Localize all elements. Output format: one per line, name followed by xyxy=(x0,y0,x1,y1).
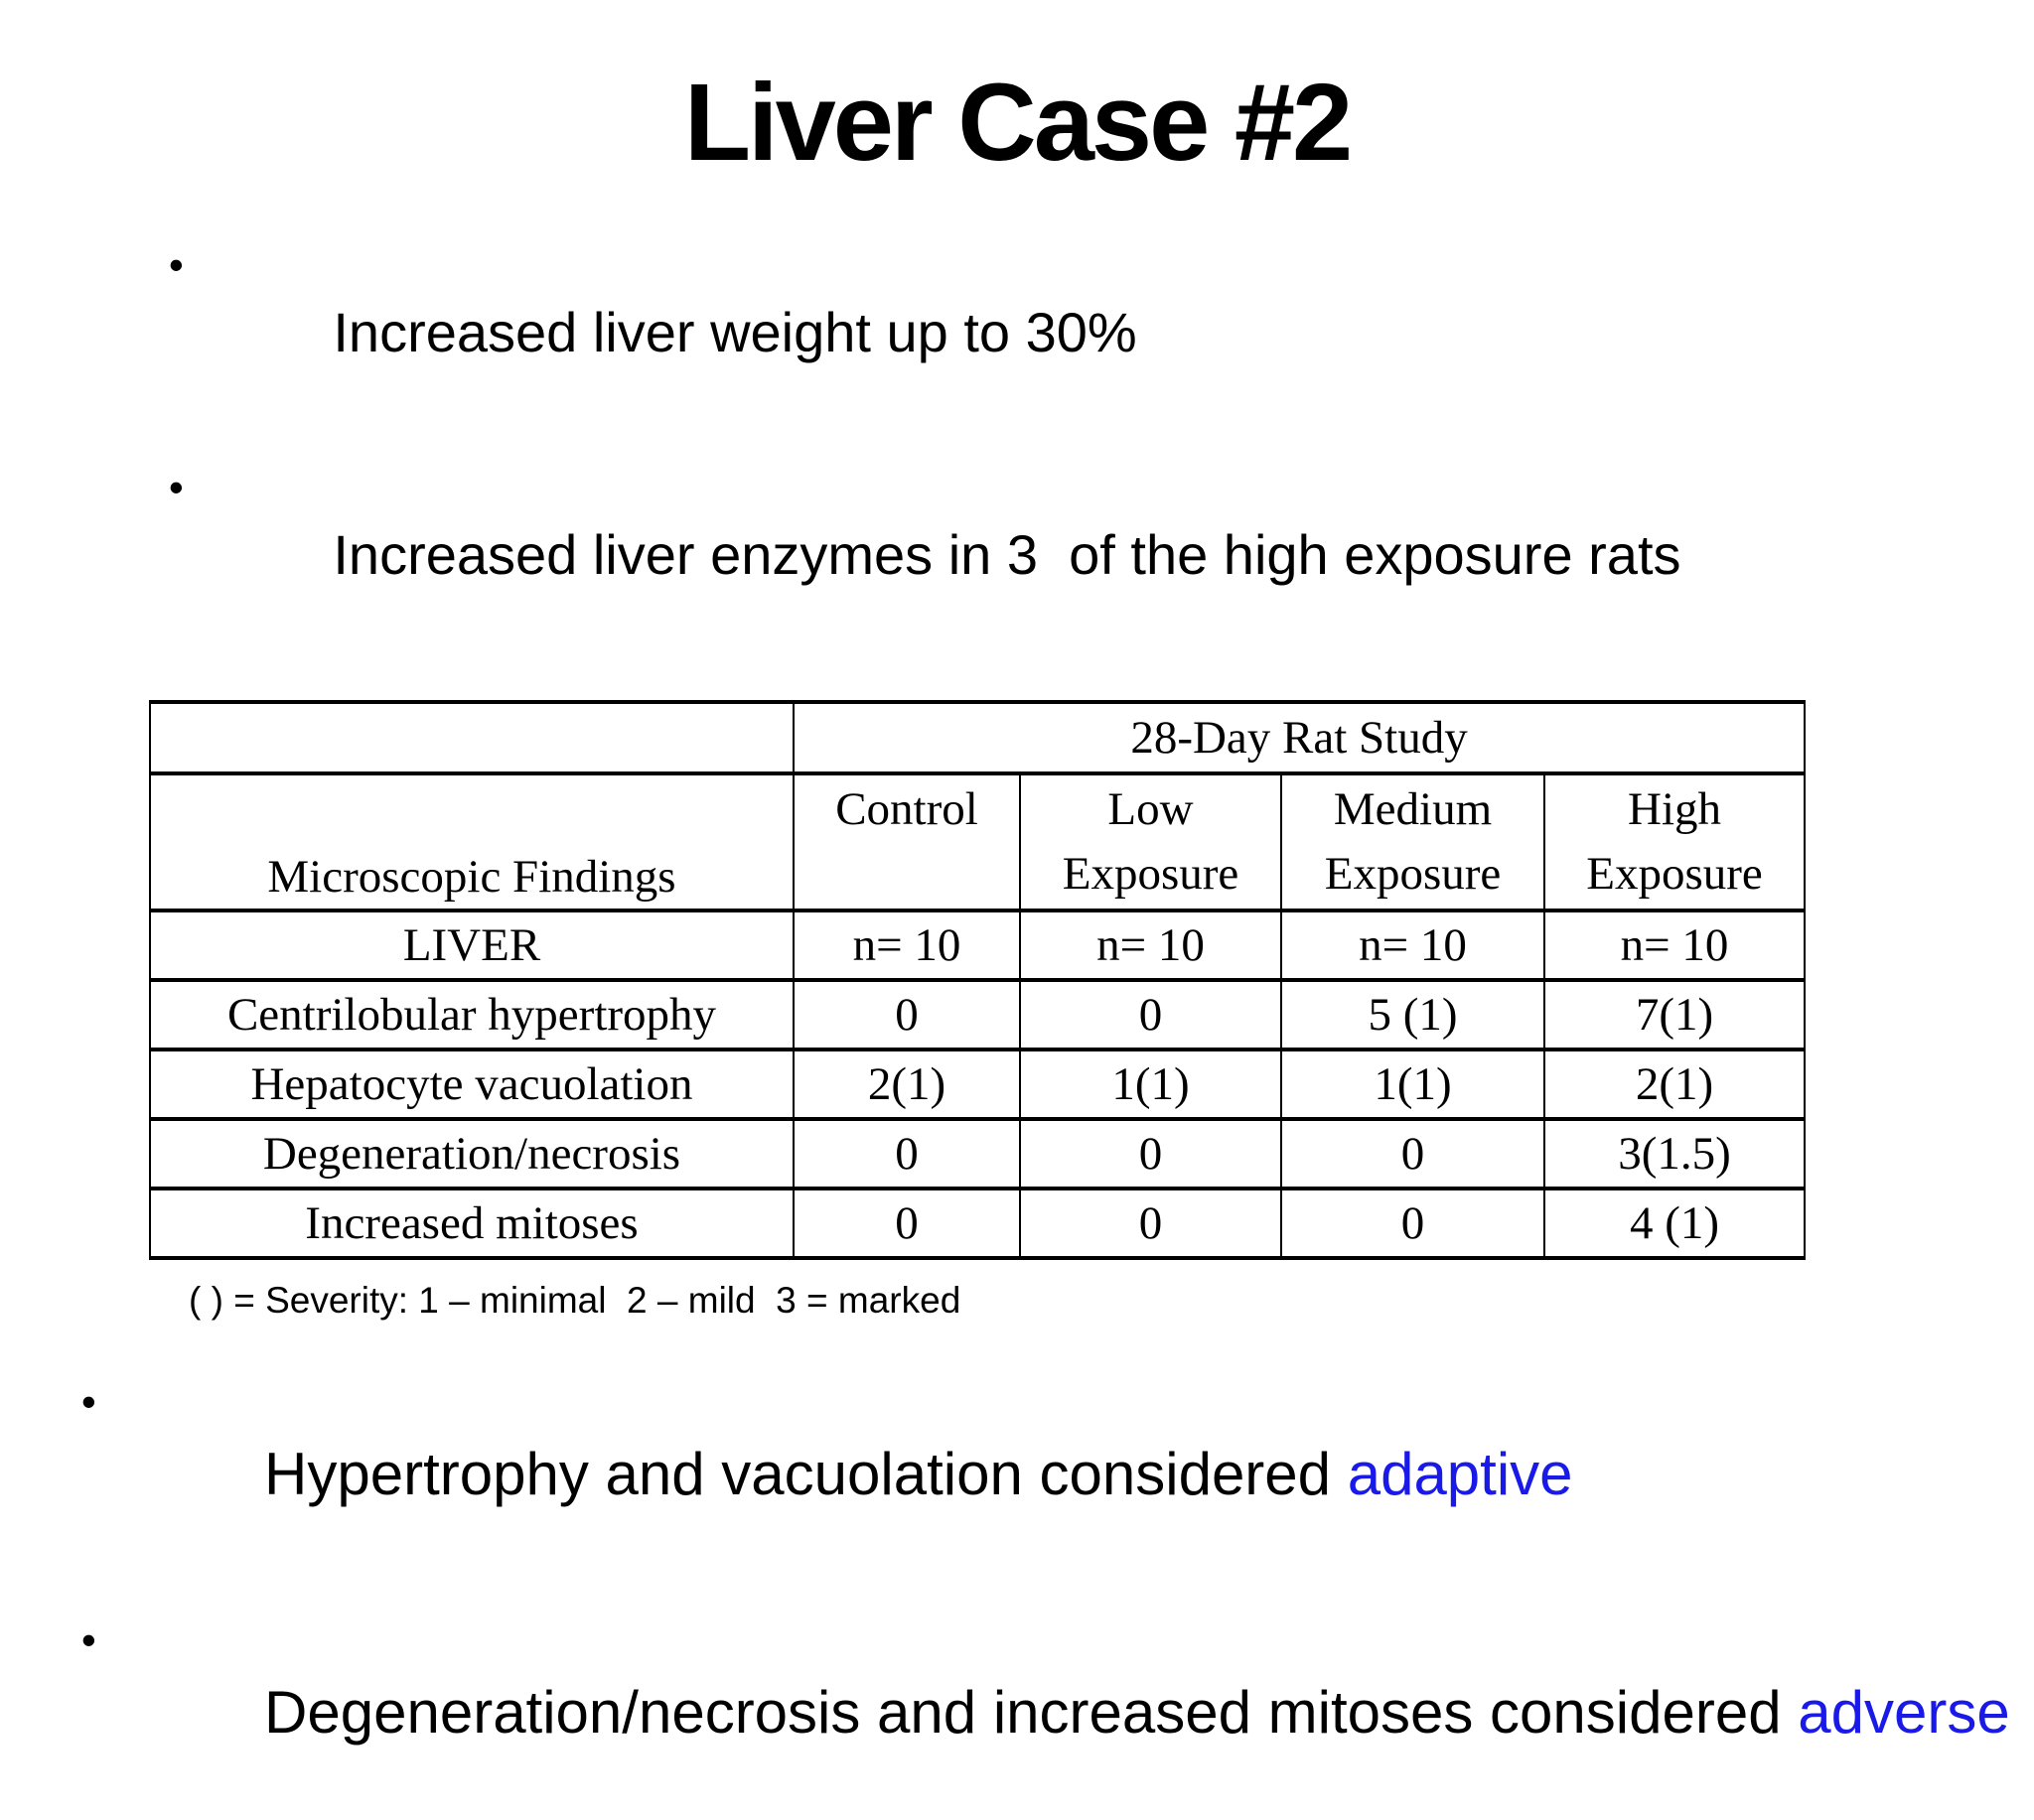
highlight-adaptive: adaptive xyxy=(1347,1440,1573,1507)
cell-value: 0 xyxy=(1019,1186,1282,1260)
cell-value: 0 xyxy=(793,977,1021,1051)
cell-value: 0 xyxy=(1019,1116,1282,1190)
bullet-text: Hypertrophy and vacuolation considered xyxy=(264,1440,1348,1507)
col-header-medium-exposure: Medium Exposure xyxy=(1280,771,1545,912)
table-row: LIVER n= 10 n= 10 n= 10 n= 10 xyxy=(149,908,1807,982)
col-header-control: Control xyxy=(793,771,1021,912)
slide-title: Liver Case #2 xyxy=(683,62,1353,184)
top-bullet-list: Increased liver weight up to 30% Increas… xyxy=(169,232,2034,654)
table-row: Degeneration/necrosis 0 0 0 3(1.5) xyxy=(149,1116,1807,1190)
cell-value: 0 xyxy=(1280,1116,1545,1190)
row-label: Centrilobular hypertrophy xyxy=(149,977,795,1051)
bottom-bullet-list: Hypertrophy and vacuolation considered a… xyxy=(81,1367,2034,1820)
table-row-headers: Microscopic Findings Control Low Exposur… xyxy=(149,771,1807,912)
cell-value: 7(1) xyxy=(1542,977,1807,1051)
cell-value: 0 xyxy=(793,1116,1021,1190)
table-row: Increased mitoses 0 0 0 4 (1) xyxy=(149,1186,1807,1260)
row-label: Degeneration/necrosis xyxy=(149,1116,795,1190)
col-header-high-exposure: High Exposure xyxy=(1542,771,1807,912)
cell-value: 2(1) xyxy=(793,1047,1021,1121)
cell-value: 5 (1) xyxy=(1280,977,1545,1051)
bullet-text: Increased liver enzymes in 3 of the high… xyxy=(333,522,1681,586)
highlight-adverse: adverse xyxy=(1798,1678,2010,1746)
bullet-text: Degeneration/necrosis and increased mito… xyxy=(264,1678,1799,1746)
slide: Liver Case #2 Increased liver weight up … xyxy=(0,58,2034,1746)
row-header-label-cell: Microscopic Findings xyxy=(149,771,795,912)
bullet-item: Degeneration/necrosis and increased mito… xyxy=(81,1606,2034,1820)
cell-value: 3(1.5) xyxy=(1542,1116,1807,1190)
cell-value: 1(1) xyxy=(1280,1047,1545,1121)
cell-value: 0 xyxy=(1280,1186,1545,1260)
table-row-study: 28-Day Rat Study xyxy=(149,700,1807,776)
cell-value: n= 10 xyxy=(1280,908,1545,982)
severity-note: ( ) = Severity: 1 – minimal 2 – mild 3 =… xyxy=(189,1279,961,1321)
table-corner-cell xyxy=(149,700,795,776)
cell-value: 1(1) xyxy=(1019,1047,1282,1121)
cell-value: 0 xyxy=(793,1186,1021,1260)
cell-value: 4 (1) xyxy=(1542,1186,1807,1260)
col-header-low-exposure: Low Exposure xyxy=(1019,771,1282,912)
bullet-item: Increased liver weight up to 30% xyxy=(169,232,2034,433)
bullet-item: Hypertrophy and vacuolation considered a… xyxy=(81,1367,2034,1582)
cell-value: n= 10 xyxy=(793,908,1021,982)
row-label: Hepatocyte vacuolation xyxy=(149,1047,795,1121)
cell-value: 0 xyxy=(1019,977,1282,1051)
bullet-item: Increased liver enzymes in 3 of the high… xyxy=(169,455,2034,655)
study-header-cell: 28-Day Rat Study xyxy=(792,700,1807,776)
table-row: Centrilobular hypertrophy 0 0 5 (1) 7(1) xyxy=(149,977,1807,1051)
cell-value: n= 10 xyxy=(1019,908,1282,982)
cell-value: 2(1) xyxy=(1542,1047,1807,1121)
bullet-text: Increased liver weight up to 30% xyxy=(333,301,1137,364)
cell-value: n= 10 xyxy=(1542,908,1807,982)
table-row: Hepatocyte vacuolation 2(1) 1(1) 1(1) 2(… xyxy=(149,1047,1807,1121)
row-label: Increased mitoses xyxy=(149,1186,795,1260)
row-label: LIVER xyxy=(149,908,795,982)
findings-table: 28-Day Rat Study Microscopic Findings Co… xyxy=(149,700,1807,1260)
